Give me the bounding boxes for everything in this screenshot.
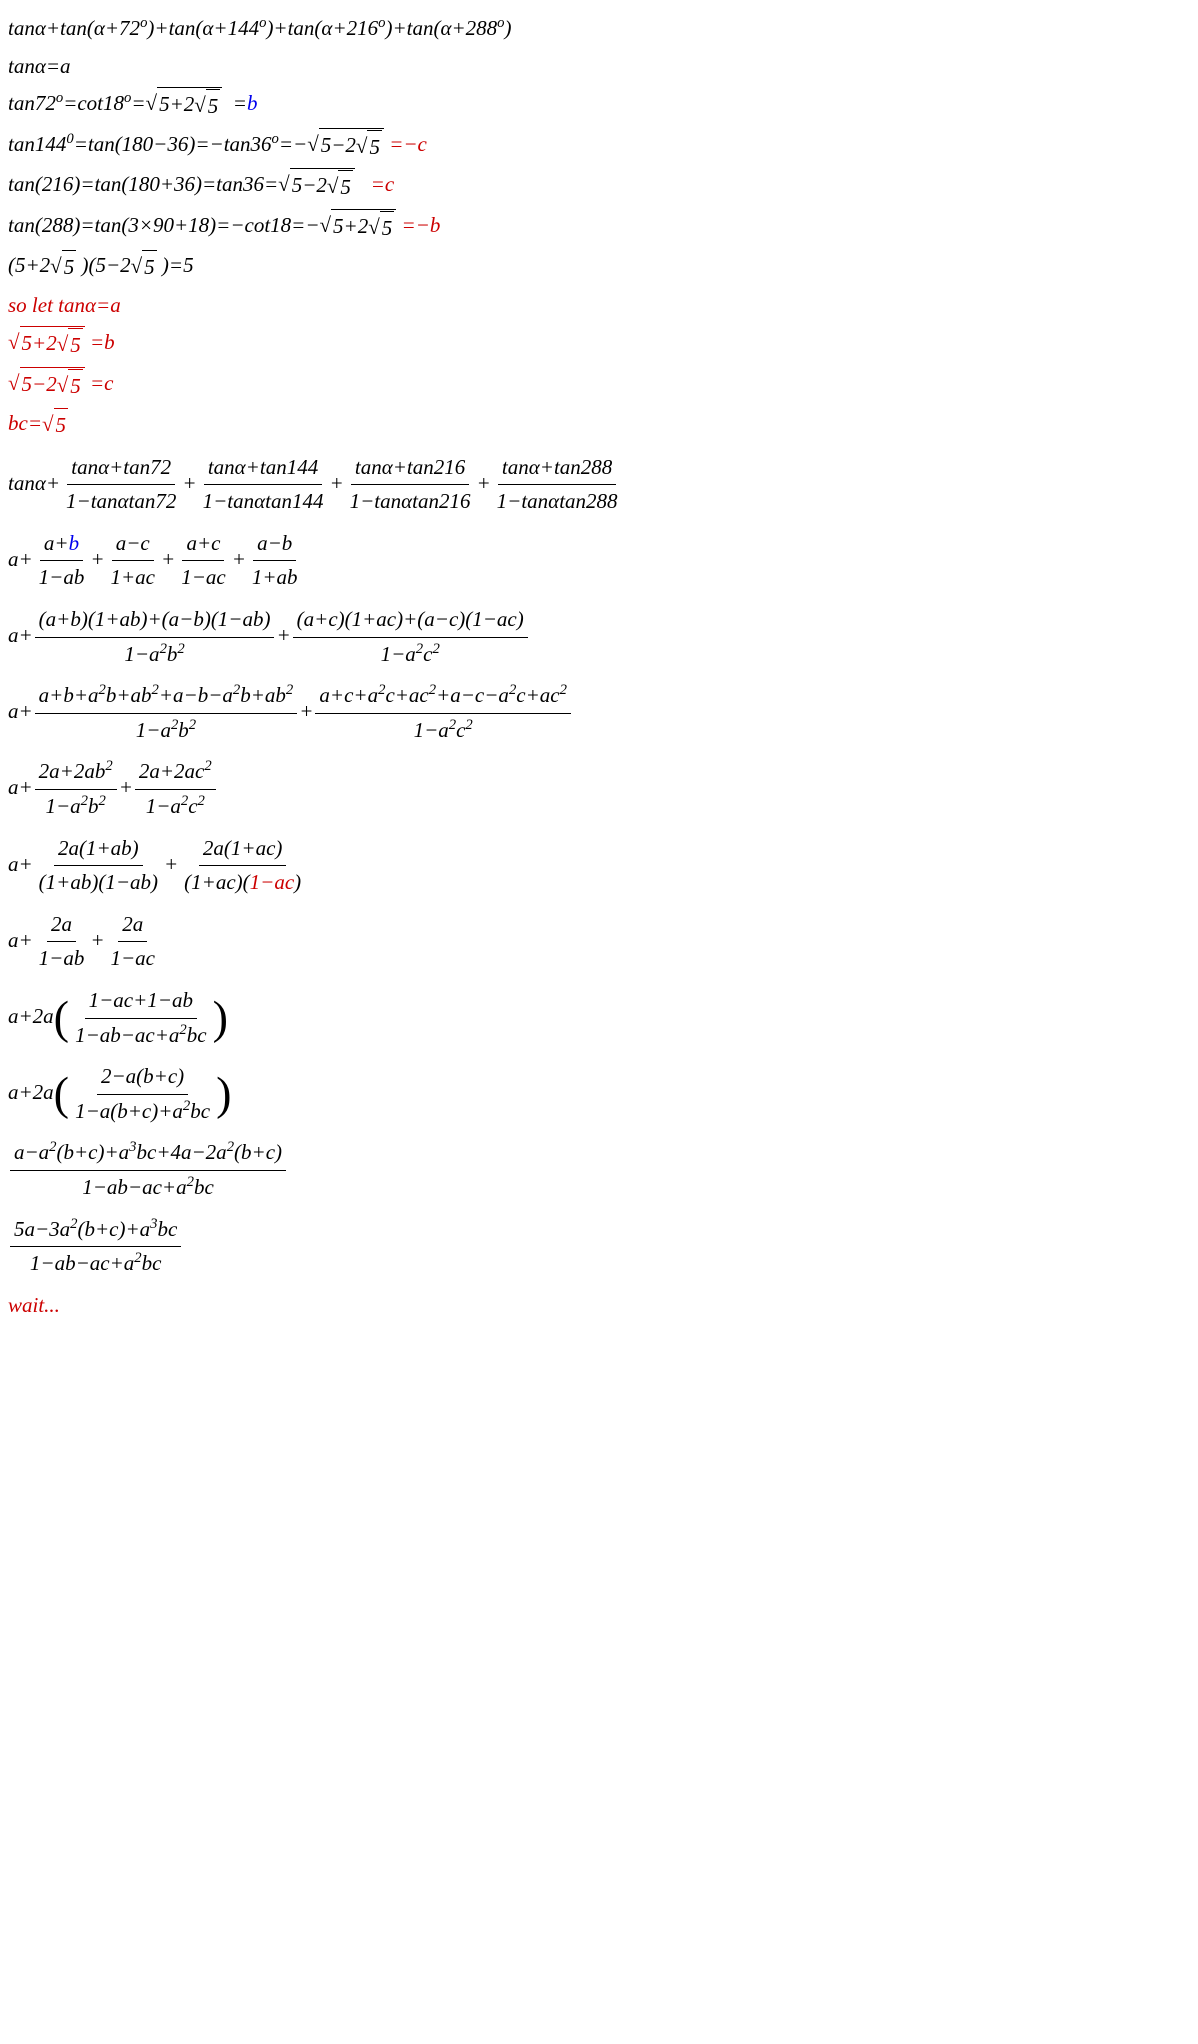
math-line-12: a+a+b1−ab+a−c1+ac+a+c1−ac+a−b1+ab bbox=[8, 527, 1190, 595]
math-line-16: a+2a(1+ab)(1+ab)(1−ab)+2a(1+ac)(1+ac)(1−… bbox=[8, 832, 1190, 900]
math-line-3: tan1440=tan(180−36)=−tan36o=−√5−2√5 =−c bbox=[8, 128, 1190, 164]
math-line-18: a+2a(1−ac+1−ab1−ab−ac+a2bc) bbox=[8, 984, 1190, 1052]
math-content: tanα+tan(α+72o)+tan(α+144o)+tan(α+216o)+… bbox=[8, 12, 1190, 1322]
math-line-5: tan(288)=tan(3×90+18)=−cot18=−√5+2√5 =−b bbox=[8, 209, 1190, 245]
math-line-15: a+2a+2ab21−a2b2+2a+2ac21−a2c2 bbox=[8, 755, 1190, 823]
math-line-21: 5a−3a2(b+c)+a3bc1−ab−ac+a2bc bbox=[8, 1213, 1190, 1281]
math-line-17: a+2a1−ab+2a1−ac bbox=[8, 908, 1190, 976]
math-line-14: a+a+b+a2b+ab2+a−b−a2b+ab21−a2b2+a+c+a2c+… bbox=[8, 679, 1190, 747]
math-line-7: so let tanα=a bbox=[8, 289, 1190, 323]
math-line-9: √5−2√5 =c bbox=[8, 367, 1190, 403]
math-line-0: tanα+tan(α+72o)+tan(α+144o)+tan(α+216o)+… bbox=[8, 12, 1190, 46]
math-line-8: √5+2√5 =b bbox=[8, 326, 1190, 362]
math-line-11: tanα+tanα+tan721−tanαtan72+tanα+tan1441−… bbox=[8, 451, 1190, 519]
math-line-1: tanα=a bbox=[8, 50, 1190, 84]
math-line-20: a−a2(b+c)+a3bc+4a−2a2(b+c)1−ab−ac+a2bc bbox=[8, 1136, 1190, 1204]
math-line-2: tan72o=cot18o=√5+2√5 =b bbox=[8, 87, 1190, 123]
math-line-4: tan(216)=tan(180+36)=tan36=√5−2√5 =c bbox=[8, 168, 1190, 204]
math-line-19: a+2a(2−a(b+c)1−a(b+c)+a2bc) bbox=[8, 1060, 1190, 1128]
math-line-10: bc=√5 bbox=[8, 407, 1190, 442]
math-line-22: wait... bbox=[8, 1289, 1190, 1323]
math-line-6: (5+2√5 )(5−2√5 )=5 bbox=[8, 249, 1190, 284]
math-line-13: a+(a+b)(1+ab)+(a−b)(1−ab)1−a2b2+(a+c)(1+… bbox=[8, 603, 1190, 671]
